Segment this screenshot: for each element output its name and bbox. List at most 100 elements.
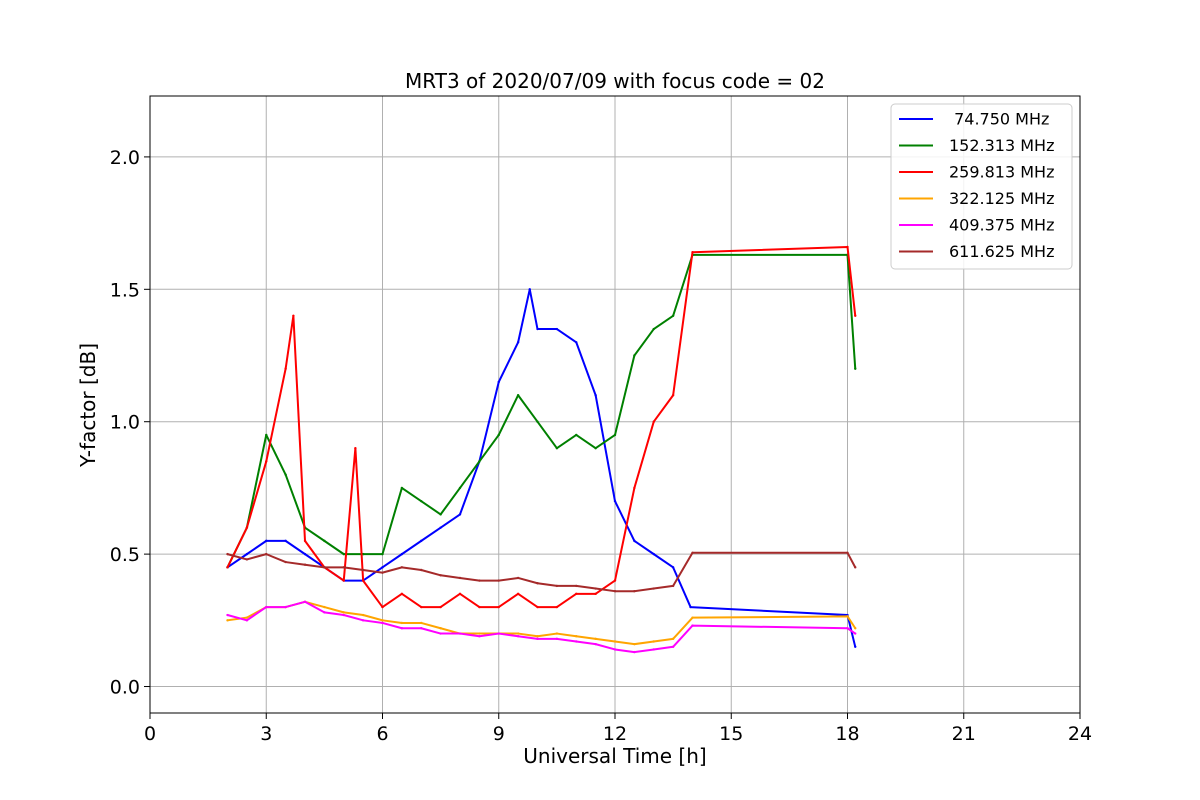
y-tick-label: 1.5 [110,279,140,301]
data-point [420,605,423,609]
data-point [381,552,384,556]
data-point [854,314,857,317]
data-point [594,394,597,397]
data-point [555,327,559,331]
data-point [265,539,268,543]
legend: 74.750 MHz 152.313 MHz 259.813 MHz 322.125 … [890,103,1073,270]
legend-label: 259.813 MHz [949,163,1054,182]
y-axis-label: Y-factor [dB] [76,343,100,468]
data-point [323,611,326,614]
data-point [323,566,326,569]
data-point [516,635,520,638]
data-point [575,635,578,638]
data-point [536,605,539,609]
data-point [516,632,520,635]
data-point [854,627,857,630]
data-point [516,576,520,580]
legend-label: 611.625 MHz [949,242,1054,261]
data-point [226,552,229,556]
series-lines [226,245,857,654]
data-point [420,621,423,625]
data-point [284,539,287,543]
data-point [420,627,423,630]
data-point [361,568,365,572]
data-point [854,566,857,569]
data-point [575,584,578,588]
data-point [478,579,481,582]
data-point [303,600,307,603]
data-point [671,645,675,648]
data-point [633,354,636,357]
data-point [342,613,345,617]
data-point [478,605,481,609]
x-tick-label: 0 [144,723,156,745]
x-tick-label: 9 [493,723,505,745]
data-point [400,566,404,569]
data-point [689,605,692,609]
data-point [536,635,539,638]
data-point [342,552,345,556]
data-point [575,341,578,344]
data-point [458,513,462,516]
data-point [555,637,559,641]
data-point [528,288,531,291]
data-point [555,584,559,588]
data-point [594,637,597,641]
data-point [613,579,617,582]
data-point [652,327,655,331]
data-point [671,566,675,569]
data-point [594,446,597,450]
chart-title: MRT3 of 2020/07/09 with focus code = 02 [405,69,825,93]
data-point [439,632,442,635]
data-point [575,433,578,437]
y-tick-label: 1.0 [110,412,140,434]
data-point [671,314,675,317]
data-point [497,380,500,384]
data-point [439,627,442,630]
data-point [400,552,404,556]
x-tick-label: 15 [719,723,743,745]
series-line-0 [226,288,857,648]
data-point [497,433,500,437]
data-point [439,605,442,609]
data-point [478,632,481,635]
data-point [846,627,849,630]
data-point [613,648,617,651]
legend-label: 74.750 MHz [949,110,1049,129]
axis-ticks: 0 3 6 9 12 15 18 21 24 0.0 0.5 1.0 1.5 2.0 [110,147,1092,745]
data-point [342,579,345,582]
data-point [265,605,268,609]
data-point [575,592,578,596]
data-point [458,576,462,580]
data-point [633,650,636,654]
data-point [691,616,694,619]
data-point [613,589,617,593]
data-point [594,592,597,596]
data-point [555,632,559,635]
data-point [284,473,287,476]
data-point [846,245,849,249]
data-point [575,640,578,643]
data-point [478,460,481,463]
x-tick-label: 18 [835,723,859,745]
x-tick-label: 6 [376,723,388,745]
data-point [536,637,539,641]
data-point [458,632,462,635]
data-point [381,621,384,625]
data-point [400,627,404,630]
data-point [354,446,357,450]
data-point [613,640,617,643]
data-point [633,486,636,490]
data-point [265,552,268,556]
data-point [342,611,345,614]
data-point [420,499,423,503]
data-point [245,616,249,619]
data-point [652,640,655,643]
data-point [323,539,326,543]
x-axis-label: Universal Time [h] [523,744,706,768]
data-point [381,571,384,574]
data-point [245,552,249,556]
x-tick-label: 24 [1068,723,1092,745]
data-point [555,605,559,609]
data-point [671,637,675,641]
